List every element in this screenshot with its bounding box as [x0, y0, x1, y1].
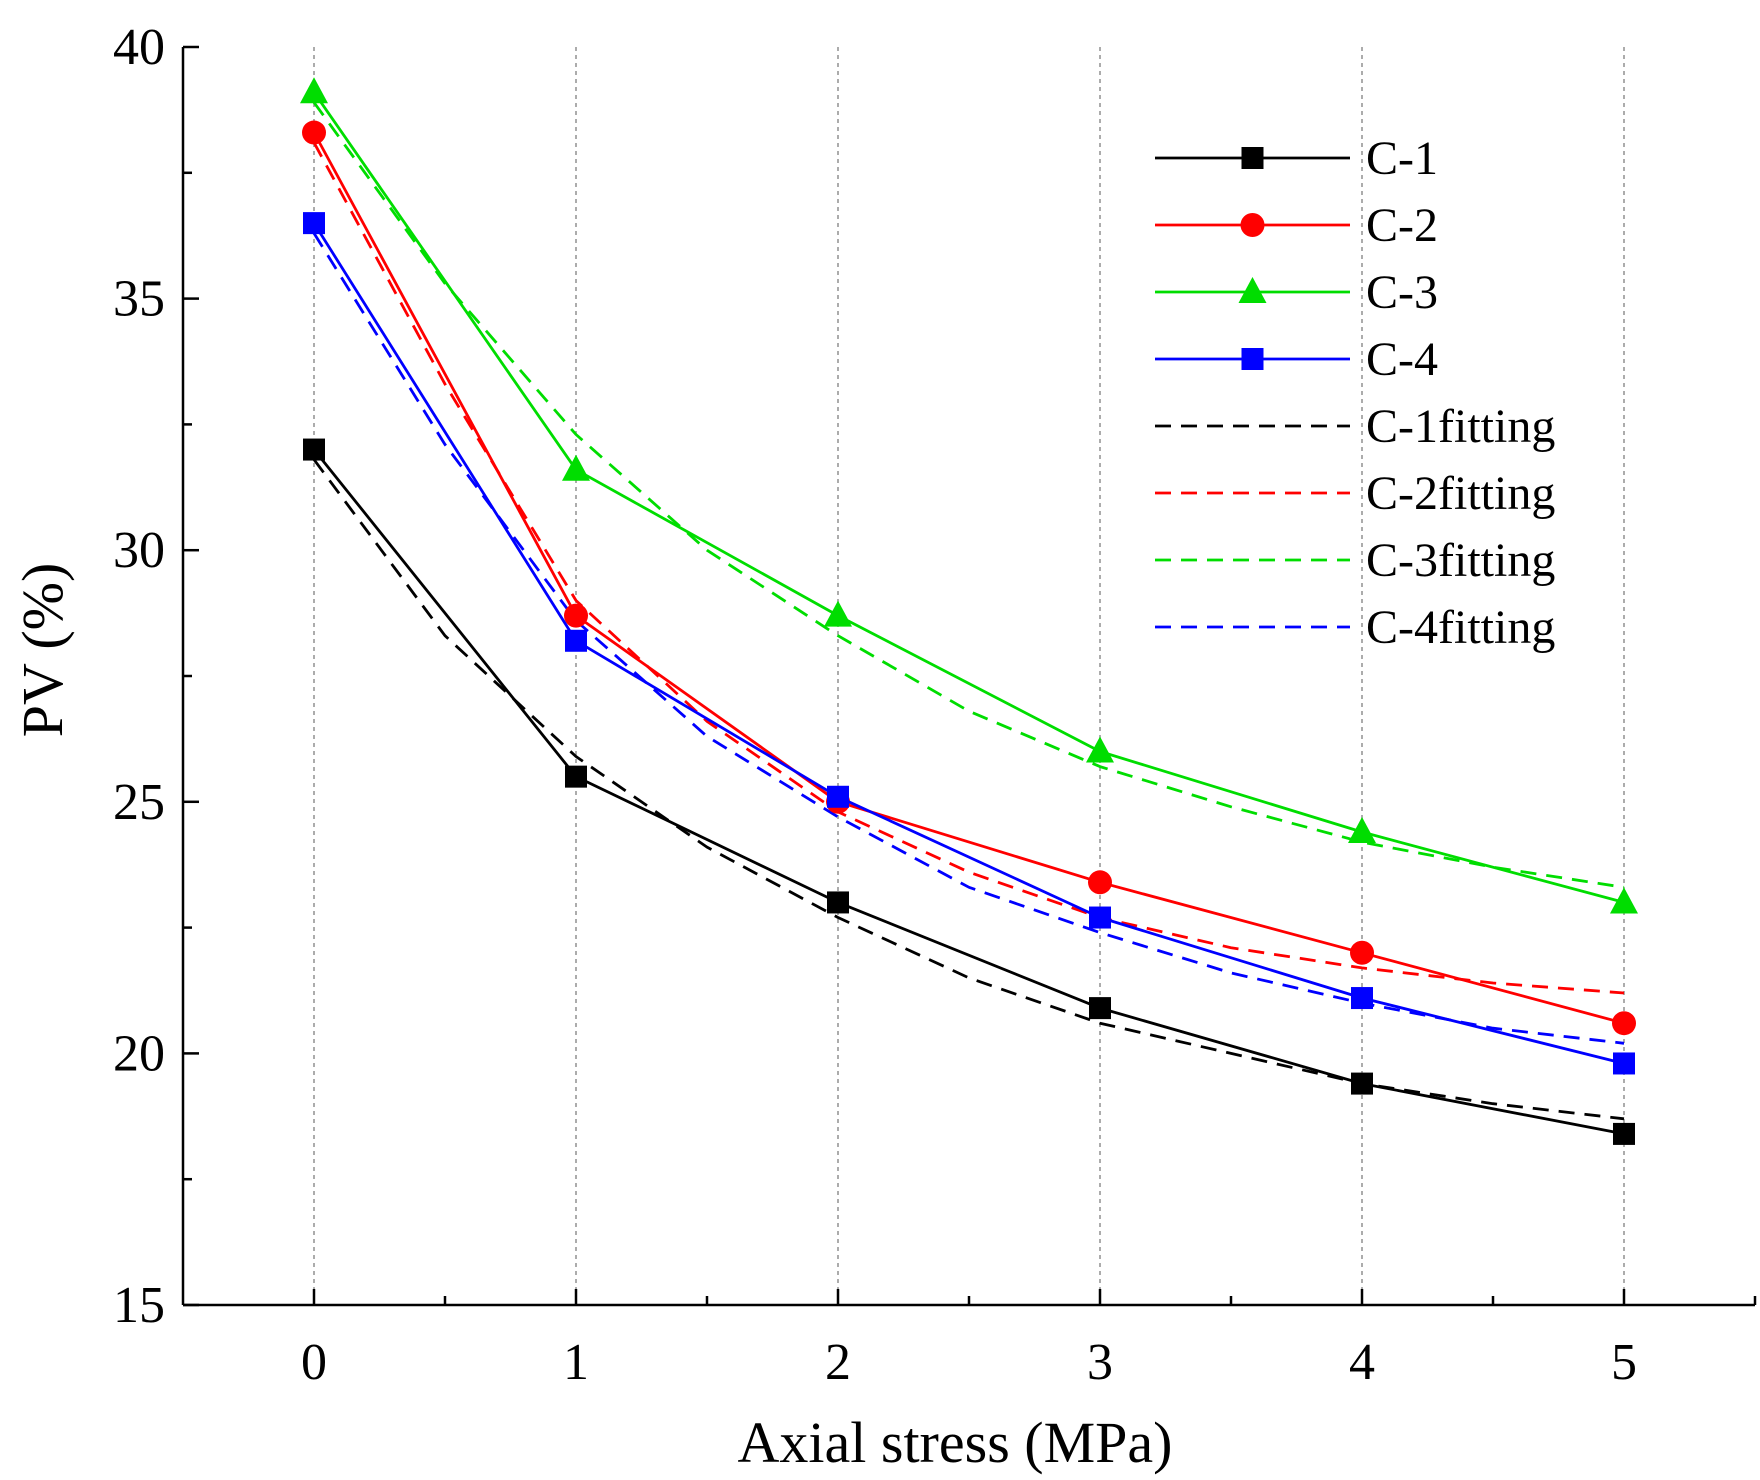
x-axis-title: Axial stress (MPa): [738, 1410, 1173, 1475]
legend-marker: [1241, 348, 1264, 370]
legend-item-c-2fitting: C-2fitting: [1155, 467, 1555, 520]
data-point-c-3: [1610, 887, 1638, 914]
x-tick-label: 0: [301, 1334, 327, 1391]
data-point-c-4: [565, 629, 587, 652]
x-tick-label: 3: [1087, 1334, 1113, 1391]
series-c-1: [303, 438, 1635, 1145]
data-point-c-4: [1089, 906, 1111, 929]
data-point-c-4: [1351, 987, 1373, 1010]
x-tick-label: 1: [563, 1334, 589, 1391]
data-point-c-1: [827, 891, 849, 914]
series-c-3: [300, 77, 1638, 914]
series-line-c-4: [312, 222, 1625, 1065]
y-tick-label: 25: [113, 774, 165, 831]
data-point-c-1: [1351, 1072, 1373, 1095]
data-point-c-2: [1350, 940, 1374, 965]
legend-label: C-3fitting: [1366, 534, 1555, 587]
data-point-c-2: [564, 603, 588, 628]
data-point-c-3: [562, 454, 590, 481]
legend-item-c-4fitting: C-4fitting: [1155, 601, 1555, 654]
x-tick-label: 2: [825, 1334, 851, 1391]
data-point-c-2: [1088, 870, 1112, 895]
series-line-c-1fitting: [312, 458, 1625, 1121]
legend-item-c-1fitting: C-1fitting: [1155, 400, 1555, 453]
legend-item-c-1: C-1: [1155, 132, 1438, 185]
y-tick-label: 15: [113, 1277, 165, 1334]
series-line-c-2: [312, 131, 1625, 1025]
data-point-c-1: [1089, 997, 1111, 1020]
legend-marker: [1240, 213, 1265, 237]
legend-label: C-4fitting: [1366, 601, 1555, 654]
series-line-c-4fitting: [312, 232, 1625, 1045]
series-line-c-3: [312, 91, 1625, 904]
legend-label: C-4: [1366, 333, 1438, 386]
legend-label: C-2: [1366, 199, 1438, 252]
legend-item-c-2: C-2: [1155, 199, 1438, 252]
y-axis-title: PV (%): [10, 563, 75, 738]
data-point-c-1: [565, 765, 587, 788]
data-point-c-2: [1612, 1011, 1636, 1036]
y-tick-label: 30: [113, 522, 165, 579]
data-point-c-3: [824, 600, 852, 627]
series-line-c-2fitting: [312, 141, 1625, 995]
y-tick-label: 40: [113, 19, 165, 76]
axes: 0 1 2 3 4 5 15 20 25 30 35 40: [113, 19, 1757, 1391]
series-c-4: [303, 212, 1635, 1075]
data-point-c-2: [302, 120, 326, 145]
data-point-c-4: [827, 785, 849, 808]
legend-item-c-3fitting: C-3fitting: [1155, 534, 1555, 587]
legend-label: C-3: [1366, 266, 1438, 319]
plot-series: [300, 77, 1638, 1145]
y-tick-label: 20: [113, 1025, 165, 1082]
series-line-c-1: [312, 448, 1625, 1136]
legend-label: C-1fitting: [1366, 400, 1555, 453]
legend-item-c-4: C-4: [1155, 333, 1438, 386]
y-tick-label: 35: [113, 271, 165, 328]
series-c-2fitting: [312, 141, 1625, 995]
legend-label: C-2fitting: [1366, 467, 1555, 520]
legend: C-1 C-2 C-3 C-4 C-1fitting C-2fitting C-3fitti…: [1155, 132, 1555, 654]
series-c-4fitting: [312, 232, 1625, 1045]
legend-item-c-3: C-3: [1155, 266, 1438, 319]
data-point-c-4: [303, 212, 325, 235]
legend-marker: [1238, 277, 1267, 303]
data-point-c-3: [1348, 816, 1376, 843]
series-line-c-3fitting: [312, 101, 1625, 889]
legend-label: C-1: [1366, 132, 1438, 185]
data-point-c-3: [1086, 736, 1114, 763]
gridlines: [313, 47, 1625, 1305]
x-tick-label: 5: [1611, 1334, 1637, 1391]
data-point-c-3: [300, 77, 328, 104]
data-point-c-1: [303, 438, 325, 461]
legend-marker: [1241, 147, 1264, 169]
x-tick-label: 4: [1349, 1334, 1375, 1391]
series-c-1fitting: [312, 458, 1625, 1121]
data-point-c-4: [1613, 1052, 1635, 1075]
data-point-c-1: [1613, 1122, 1635, 1145]
series-c-3fitting: [312, 101, 1625, 889]
